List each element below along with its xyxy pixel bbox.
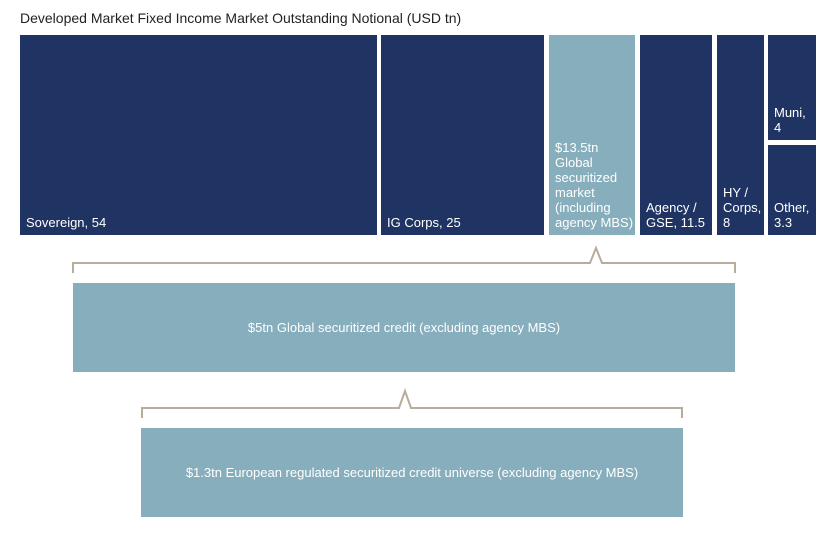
- treemap-tile-label: IG Corps, 25: [387, 215, 461, 230]
- european-securitized-credit-label: $1.3tn European regulated securitized cr…: [185, 465, 639, 480]
- bracket-upper: [72, 245, 736, 273]
- bracket-lower: [141, 387, 683, 418]
- treemap-tile-label: Agency / GSE, 11.5: [646, 200, 706, 230]
- treemap-tile-sovereign: Sovereign, 54: [20, 35, 377, 235]
- european-securitized-credit-panel: $1.3tn European regulated securitized cr…: [141, 428, 683, 517]
- treemap-tile-label: $13.5tn Global securitized market (inclu…: [555, 140, 634, 230]
- treemap-tile-muni: Muni, 4: [768, 35, 816, 140]
- global-securitized-credit-panel: $5tn Global securitized credit (excludin…: [73, 283, 735, 372]
- treemap-tile-agency-gse: Agency / GSE, 11.5: [640, 35, 712, 235]
- treemap-tile-ig-corps: IG Corps, 25: [381, 35, 544, 235]
- chart-title: Developed Market Fixed Income Market Out…: [20, 10, 462, 26]
- global-securitized-credit-label: $5tn Global securitized credit (excludin…: [247, 320, 561, 335]
- treemap-tile-label: HY / Corps, 8: [723, 185, 762, 230]
- treemap-tile-global-securitized-market-including-agency-mbs: $13.5tn Global securitized market (inclu…: [549, 35, 635, 235]
- treemap-tile-label: Other, 3.3: [774, 200, 810, 230]
- treemap-tile-other: Other, 3.3: [768, 145, 816, 235]
- treemap-tile-hy-corps: HY / Corps, 8: [717, 35, 764, 235]
- treemap-tile-label: Muni, 4: [774, 105, 806, 135]
- treemap-tile-label: Sovereign, 54: [26, 215, 107, 230]
